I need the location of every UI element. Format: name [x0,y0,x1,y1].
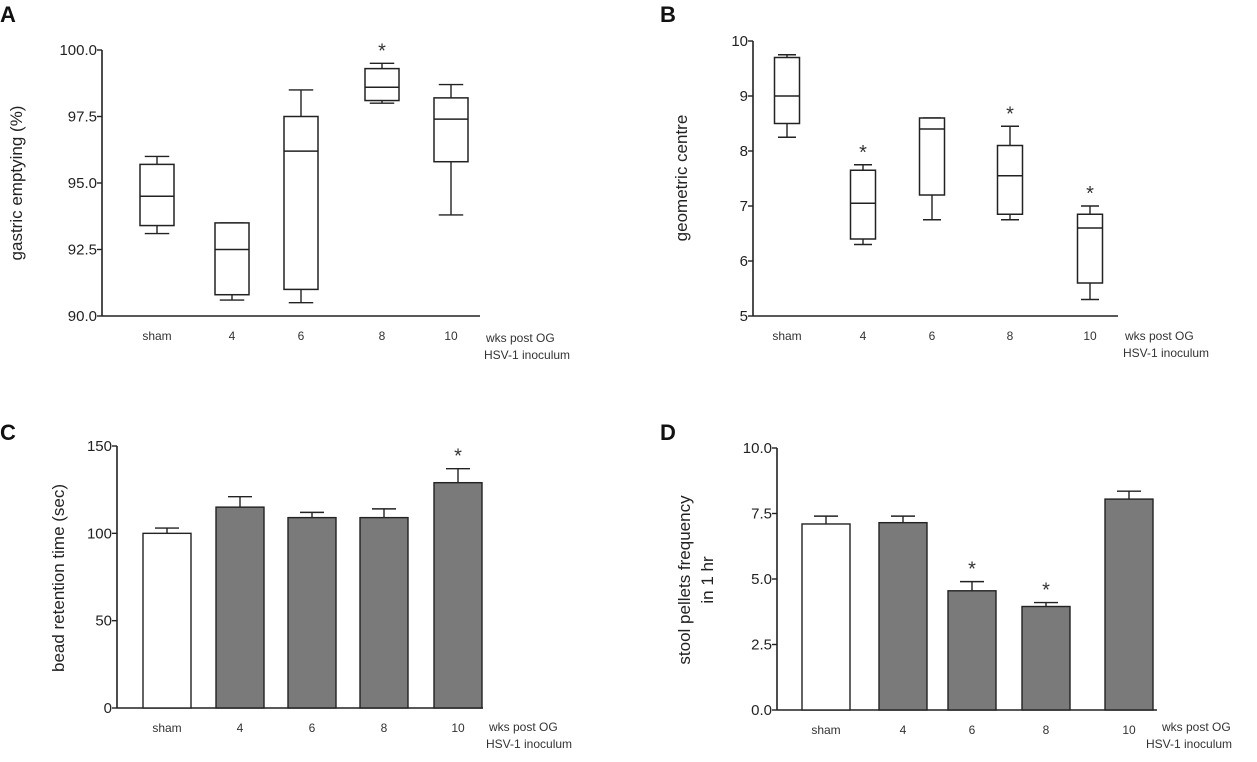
panel-d-bar [1104,498,1154,711]
panel-c-bar [433,481,483,709]
panel-a-box [139,163,175,227]
panel-a-x-tick-label: 4 [229,329,236,343]
panel-d-significance-marker: * [1042,580,1050,602]
panel-d-bar [1021,605,1071,711]
panel-b-x-tick-label: 4 [860,329,867,343]
panel-d-x-tick-label: 4 [900,723,907,737]
panel-d-bar [878,521,928,711]
panel-b-note-line2: HSV-1 inoculum [1123,346,1209,360]
panel-b-box [918,117,946,196]
panel-a-y-tick-label: 92.5 [68,242,97,259]
panel-b-x-tick-label: 8 [1007,329,1014,343]
panel-a-box [283,115,319,291]
panel-b-box [773,56,801,125]
panel-a-note-line1: wks post OG [485,331,555,345]
panel-c-bar [287,516,337,709]
panel-d-y-tick-label: 10.0 [743,440,772,457]
panel-b-y-tick-label: 8 [740,143,748,160]
panel-c-y-tick-label: 50 [95,613,112,630]
panel-c-x-tick-label: sham [152,721,181,735]
panel-d-x-tick-label: sham [811,723,840,737]
panel-a-plot: 90.0 92.5 95.0 97.5 100.0 sham 4 6 8 10 * [59,40,480,343]
panel-b-y-tick-label: 9 [740,88,748,105]
panel-b-y-tick-label: 6 [740,253,748,270]
panel-d-bar [947,590,997,711]
panel-d-note-line1: wks post OG [1161,720,1231,734]
panel-d-x-tick-label: 6 [969,723,976,737]
panel-c-bar [142,532,192,709]
panel-letter-d: D [660,420,676,445]
panel-b-box [996,144,1024,215]
panel-b-y-axis-title: geometric centre [672,115,691,242]
panel-d-significance-marker: * [968,559,976,581]
panel-c-plot: 0 50 100 150 sham 4 6 8 10 * [87,438,483,735]
panel-b-x-tick-label: 10 [1083,329,1097,343]
panel-d-y-tick-label: 0.0 [751,702,772,719]
panel-c-x-tick-label: 4 [237,721,244,735]
panel-a-y-axis-title: gastric emptying (%) [7,106,26,261]
panel-c-y-tick-label: 100 [87,525,112,542]
panel-d-y-tick-label: 5.0 [751,571,772,588]
panel-d-y-axis-title-line1: stool pellets frequency [675,495,694,665]
panel-b-box [849,169,877,240]
panel-b-significance-marker: * [1086,183,1094,205]
panel-b-plot: 5 6 7 8 9 10 sham 4 6 8 10 * * * [731,33,1118,343]
panel-c-significance-marker: * [454,446,462,468]
panel-c-bar [359,516,409,709]
panel-c-x-tick-label: 8 [381,721,388,735]
panel-a-y-tick-label: 90.0 [68,308,97,325]
panel-b-y-tick-label: 7 [740,198,748,215]
panel-a-y-tick-label: 100.0 [59,42,97,59]
panel-d-y-axis-title-line2: in 1 hr [698,556,717,604]
panel-a-x-tick-label: sham [142,329,171,343]
panel-d-bar [801,523,851,711]
panel-c-x-tick-label: 10 [451,721,465,735]
panel-letter-a: A [0,2,16,27]
panel-d-plot: 0.0 2.5 5.0 7.5 10.0 sham 4 6 8 10 * * [743,440,1157,737]
panel-letter-c: C [0,420,16,445]
panel-b-significance-marker: * [1006,103,1014,125]
panel-b-significance-marker: * [859,142,867,164]
panel-c-x-tick-label: 6 [309,721,316,735]
panel-a-x-tick-label: 8 [379,329,386,343]
panel-b-y-tick-label: 5 [740,308,748,325]
panel-a-x-tick-label: 6 [298,329,305,343]
panel-b-x-tick-label: sham [772,329,801,343]
panel-d-note-line2: HSV-1 inoculum [1146,737,1232,751]
panel-c-note-line1: wks post OG [488,720,558,734]
panel-a-box [364,67,400,102]
panel-b-box [1076,213,1104,284]
panel-a-x-tick-label: 10 [444,329,458,343]
panel-d-y-tick-label: 2.5 [751,637,772,654]
panel-c-y-tick-label: 0 [104,700,112,717]
panel-c-bar [215,506,265,709]
panel-a-y-tick-label: 97.5 [68,109,97,126]
panel-a-box [433,97,469,163]
panel-b-x-tick-label: 6 [929,329,936,343]
panel-a-significance-marker: * [378,40,386,62]
panel-d-x-tick-label: 8 [1043,723,1050,737]
panel-a-y-tick-label: 95.0 [68,175,97,192]
panel-d-x-tick-label: 10 [1122,723,1136,737]
panel-c-y-axis-title: bead retention time (sec) [49,484,68,672]
panel-a-note-line2: HSV-1 inoculum [484,348,570,362]
panel-letter-b: B [660,2,676,27]
panel-d-y-tick-label: 7.5 [751,506,772,523]
panel-c-y-tick-label: 150 [87,438,112,455]
panel-b-y-tick-label: 10 [731,33,748,50]
panel-b-note-line1: wks post OG [1124,329,1194,343]
panel-a-box [214,222,250,296]
panel-c-note-line2: HSV-1 inoculum [486,737,572,751]
